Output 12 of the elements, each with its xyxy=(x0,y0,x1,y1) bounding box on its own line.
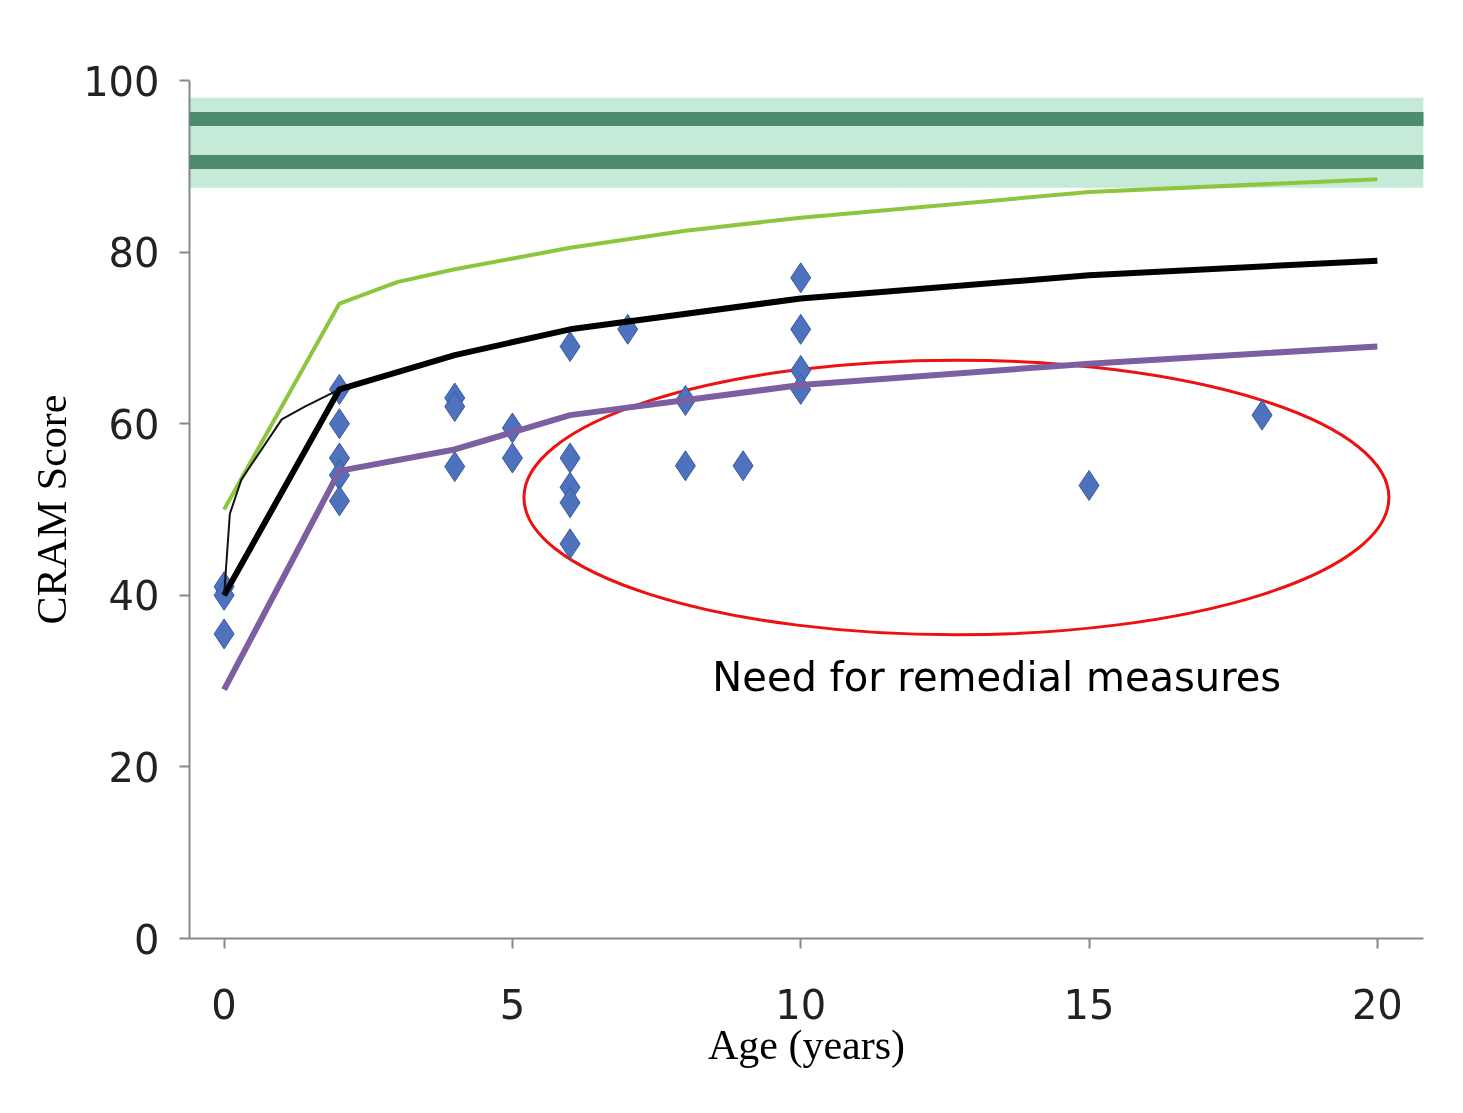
y-tick-label: 80 xyxy=(108,230,160,277)
y-tick-label: 40 xyxy=(108,573,160,620)
x-tick-label: 15 xyxy=(1063,981,1115,1028)
x-tick-label: 20 xyxy=(1351,981,1403,1028)
y-tick-label: 100 xyxy=(83,58,160,105)
x-tick-label: 5 xyxy=(499,981,526,1028)
x-tick-label: 0 xyxy=(211,981,237,1028)
y-axis-title: CRAM Score xyxy=(29,394,76,625)
y-tick-label: 0 xyxy=(134,916,160,963)
y-tick-label: 20 xyxy=(108,744,160,791)
annotation: Need for remedial measures xyxy=(712,653,1282,700)
y-tick-label: 60 xyxy=(108,401,160,448)
